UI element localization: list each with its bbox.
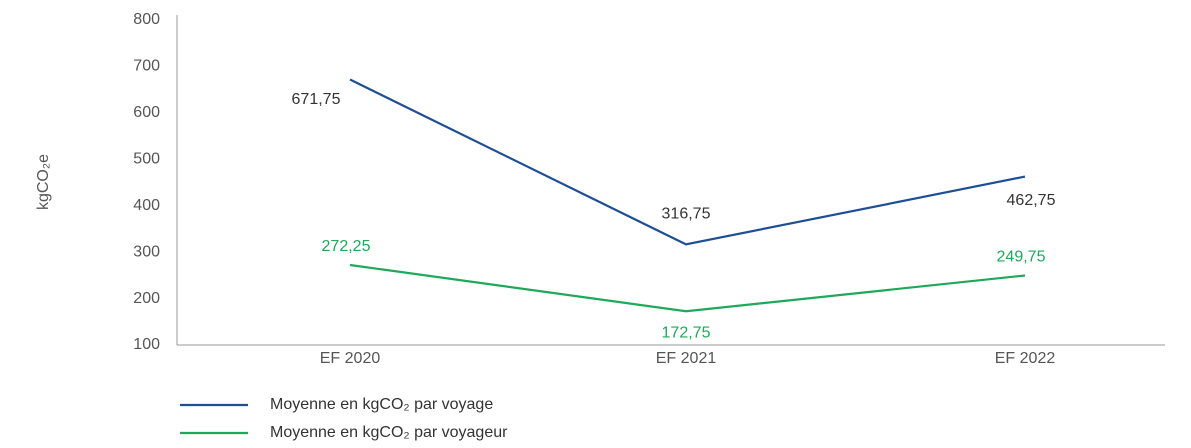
data-label: 249,75 xyxy=(997,249,1046,266)
data-label: 272,25 xyxy=(322,238,371,255)
y-axis-label: kgCO₂e xyxy=(35,154,52,210)
y-tick-label: 700 xyxy=(133,58,160,75)
x-tick-label: EF 2022 xyxy=(995,350,1056,367)
y-tick-label: 800 xyxy=(133,11,160,28)
data-label: 671,75 xyxy=(292,91,341,108)
series-line xyxy=(349,263,1026,313)
y-tick-label: 200 xyxy=(133,290,160,307)
legend-label: Moyenne en kgCO₂ par voyage xyxy=(270,396,493,413)
y-tick-label: 300 xyxy=(133,243,160,260)
y-tick-label: 400 xyxy=(133,197,160,214)
legend-label: Moyenne en kgCO₂ par voyageur xyxy=(270,424,508,441)
series-line xyxy=(349,78,1026,246)
data-label: 462,75 xyxy=(1007,192,1056,209)
y-tick-label: 100 xyxy=(133,336,160,353)
data-label: 316,75 xyxy=(662,206,711,223)
data-label: 172,75 xyxy=(662,324,711,341)
y-tick-label: 500 xyxy=(133,151,160,168)
y-tick-label: 600 xyxy=(133,104,160,121)
x-tick-label: EF 2020 xyxy=(320,350,381,367)
x-tick-label: EF 2021 xyxy=(656,350,717,367)
